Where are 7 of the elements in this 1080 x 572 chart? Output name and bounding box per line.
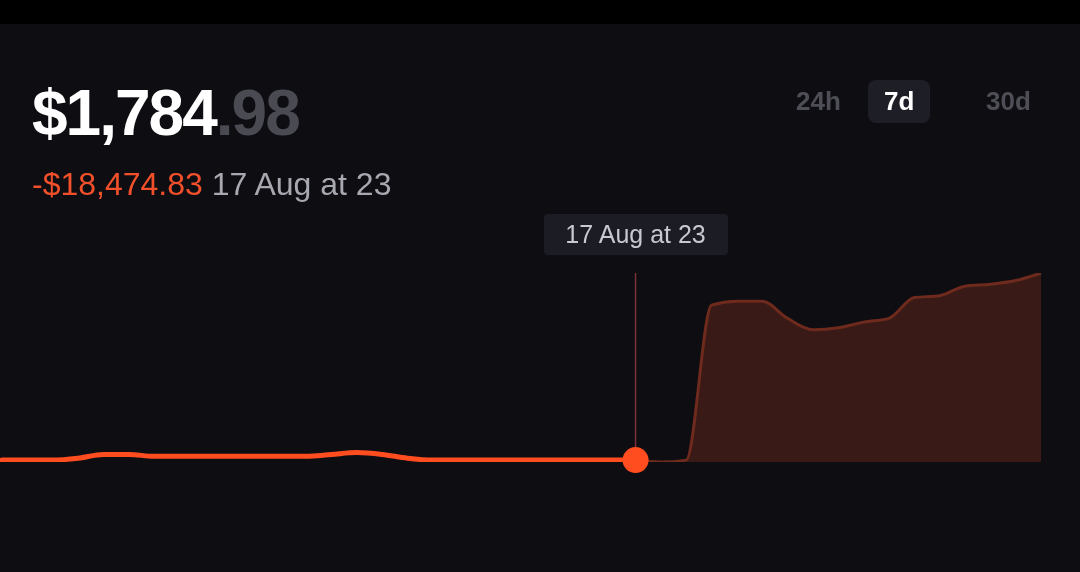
chart-title: $1,784.98 xyxy=(32,76,299,150)
text: 30d xyxy=(985,85,1032,118)
text: -$18,474.83 xyxy=(32,166,203,202)
text: 7d xyxy=(868,80,931,123)
text: 17 Aug at 23 xyxy=(543,214,728,255)
text: 24h xyxy=(795,85,842,118)
text: 17 Aug at 23 xyxy=(211,166,392,202)
